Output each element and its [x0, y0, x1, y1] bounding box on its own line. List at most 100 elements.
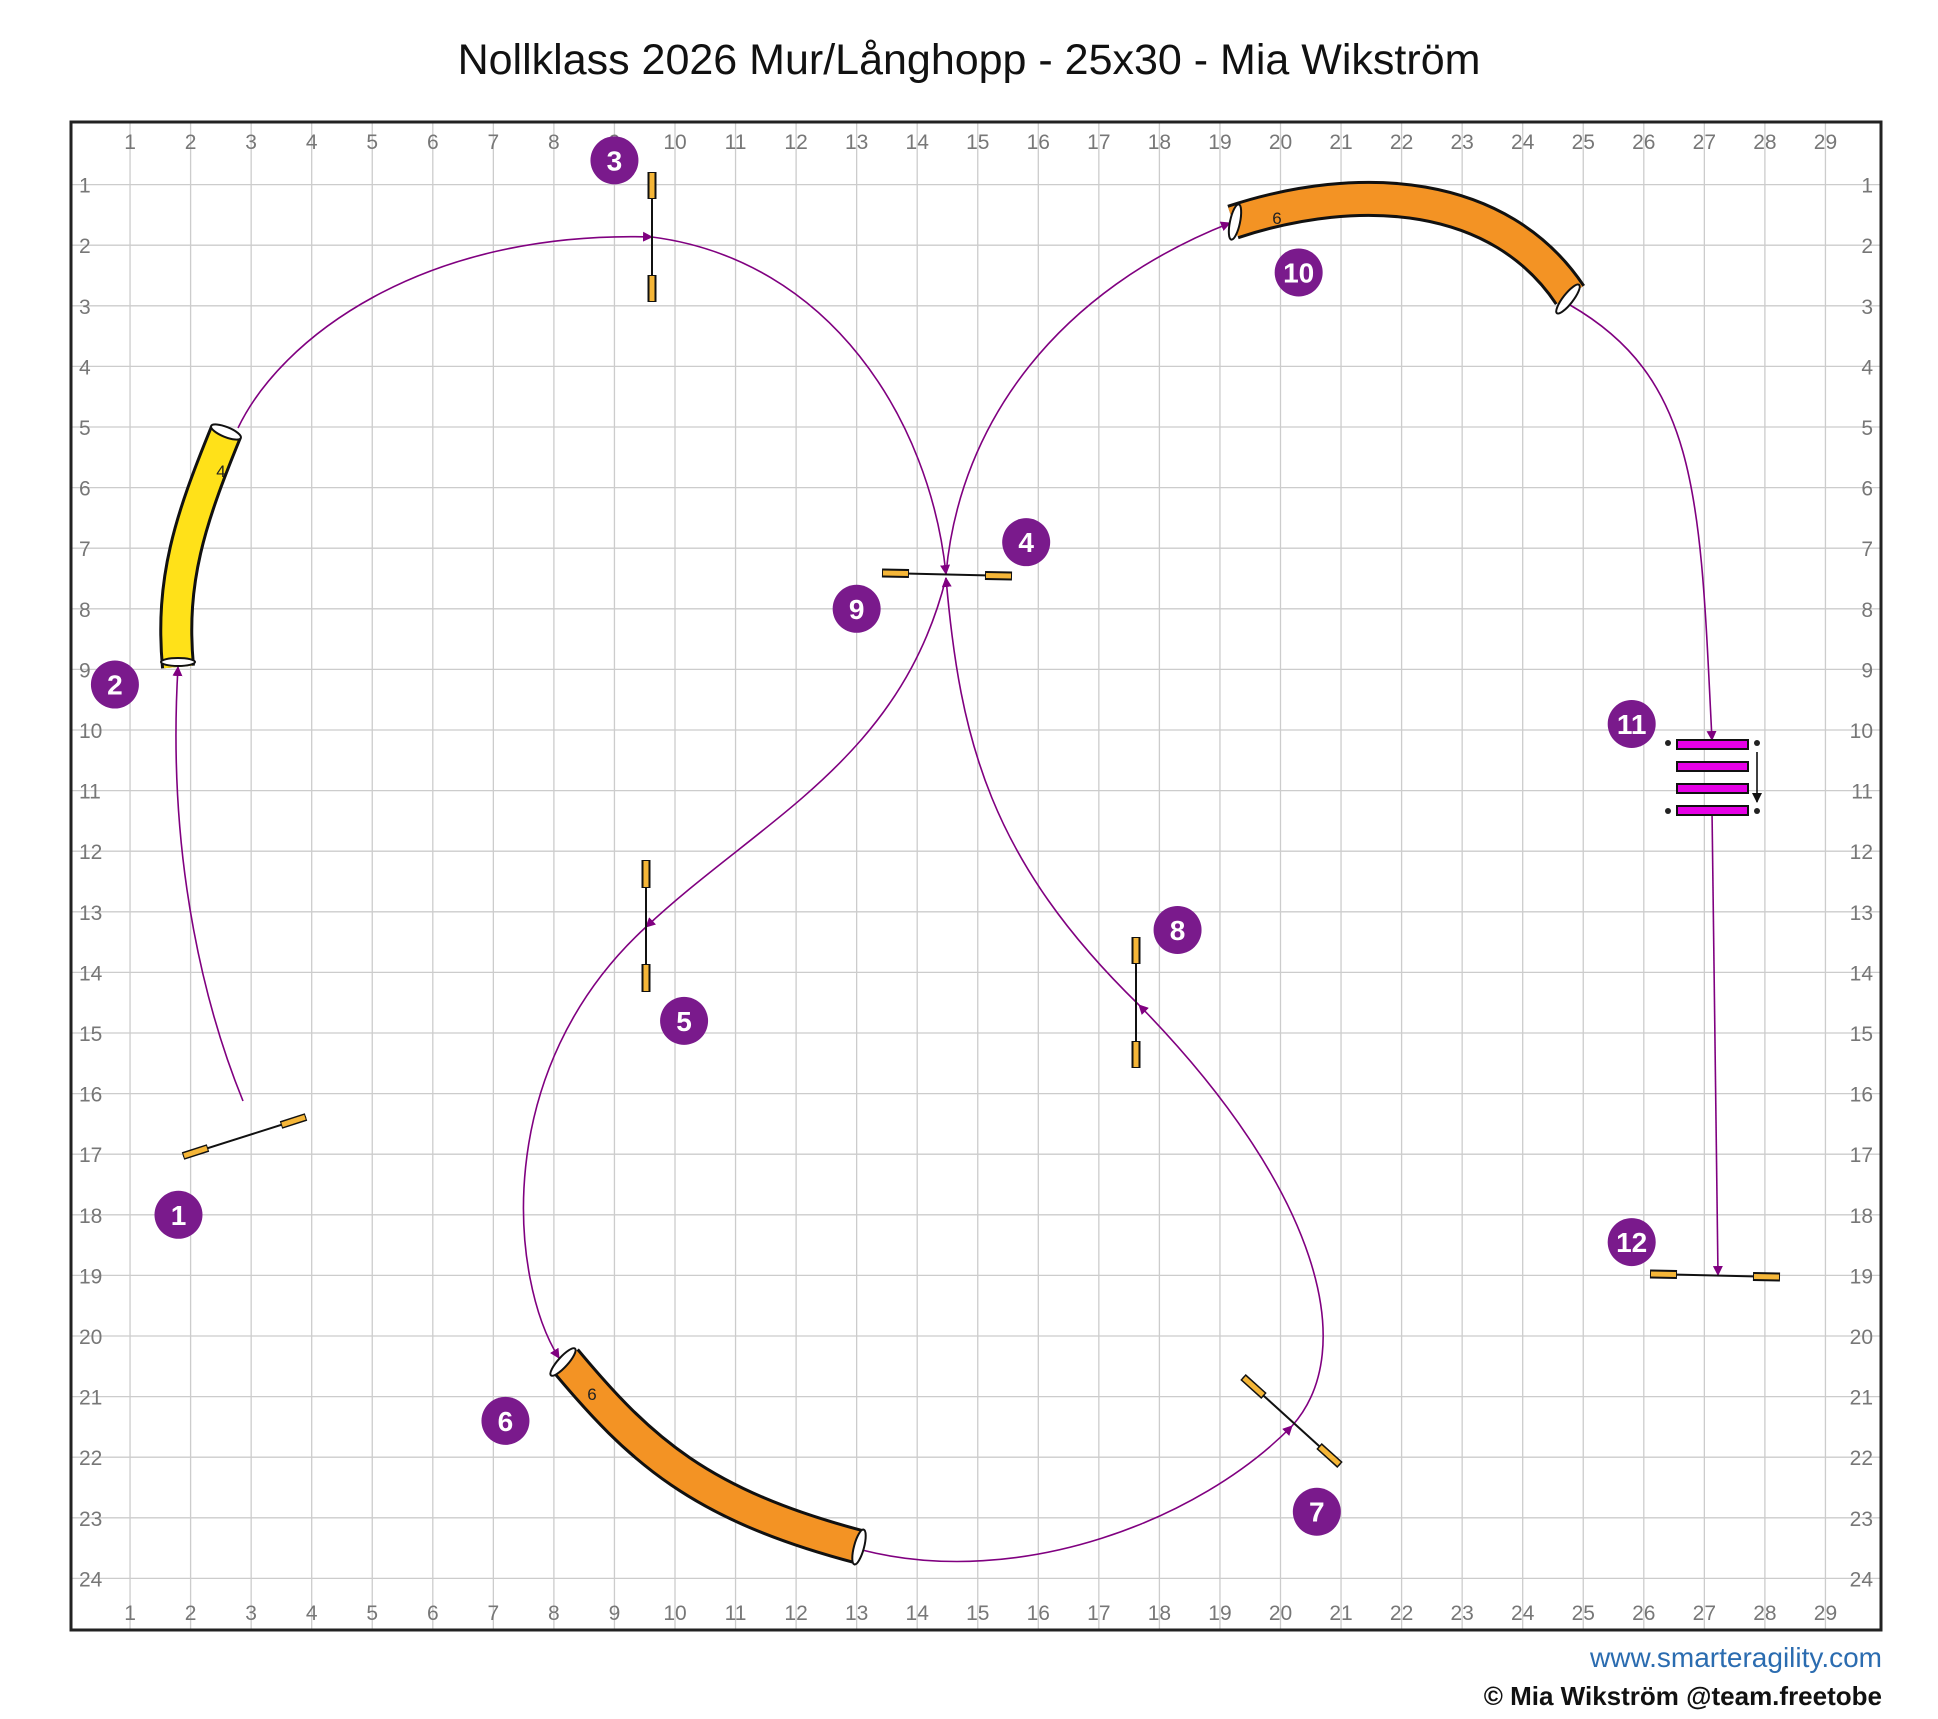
- x-axis-label-top: 29: [1814, 131, 1837, 154]
- x-axis-label-top: 25: [1572, 131, 1595, 154]
- x-axis-label-bottom: 5: [366, 1602, 378, 1625]
- x-axis-label-bottom: 20: [1269, 1602, 1292, 1625]
- y-axis-label-right: 21: [1850, 1387, 1873, 1410]
- x-axis-label-bottom: 22: [1390, 1602, 1413, 1625]
- obstacle-number-badge: 6: [481, 1396, 530, 1445]
- badge-number: 6: [498, 1406, 514, 1437]
- obstacle-number-badge: 10: [1274, 248, 1323, 297]
- obstacle-number-badge: 5: [660, 996, 709, 1045]
- y-axis-label-left: 20: [79, 1326, 102, 1349]
- y-axis-label-left: 8: [79, 599, 91, 622]
- badge-circle: [1292, 1487, 1341, 1536]
- x-axis-label-top: 2: [185, 131, 197, 154]
- obstacle-number-badge: 12: [1607, 1218, 1656, 1267]
- obstacle-number-badge: 11: [1607, 699, 1656, 748]
- x-axis-label-top: 28: [1753, 131, 1776, 154]
- y-axis-label-right: 15: [1850, 1023, 1873, 1046]
- tunnel-6: 6: [549, 1347, 867, 1566]
- obstacle-number-badge: 3: [590, 136, 639, 185]
- obstacle-number-badge: 7: [1292, 1487, 1341, 1536]
- y-axis-label-right: 4: [1861, 356, 1873, 379]
- x-axis-label-top: 27: [1693, 131, 1716, 154]
- obstacle-number-badge: 4: [1002, 518, 1051, 567]
- y-axis-label-left: 3: [79, 296, 91, 319]
- badge-circle: [1607, 699, 1656, 748]
- jump-1: [181, 1113, 308, 1160]
- y-axis-label-right: 22: [1850, 1447, 1873, 1470]
- x-axis-label-bottom: 28: [1753, 1602, 1776, 1625]
- badge-circle: [660, 996, 709, 1045]
- badge-number: 2: [107, 670, 123, 701]
- y-axis-label-left: 19: [79, 1265, 102, 1288]
- obstacle-number-badge: 9: [832, 584, 881, 633]
- course-border: [69, 120, 1883, 1632]
- y-axis-label-right: 10: [1850, 720, 1873, 743]
- x-axis-label-top: 15: [966, 131, 989, 154]
- x-axis-label-top: 13: [845, 131, 868, 154]
- x-axis-label-top: 24: [1511, 131, 1535, 154]
- y-axis-label-left: 2: [79, 235, 91, 258]
- x-axis-label-top: 21: [1329, 131, 1352, 154]
- badge-number: 5: [676, 1006, 692, 1037]
- x-axis-label-bottom: 14: [906, 1602, 930, 1625]
- x-axis-label-bottom: 27: [1693, 1602, 1716, 1625]
- y-axis-label-left: 6: [79, 478, 91, 501]
- y-axis-label-right: 13: [1850, 902, 1873, 925]
- y-axis-label-left: 12: [79, 841, 102, 864]
- x-axis-label-bottom: 6: [427, 1602, 439, 1625]
- x-axis-label-bottom: 2: [185, 1602, 197, 1625]
- badge-number: 3: [607, 145, 623, 176]
- jump-7: [1240, 1374, 1343, 1468]
- y-axis-label-left: 4: [79, 356, 91, 379]
- obstacle-number-badge: 2: [90, 660, 139, 709]
- path-segment-10-11: [1569, 304, 1717, 741]
- x-axis-label-top: 22: [1390, 131, 1413, 154]
- y-axis-label-left: 11: [79, 781, 101, 804]
- x-axis-label-bottom: 23: [1450, 1602, 1473, 1625]
- y-axis-label-right: 6: [1861, 478, 1873, 501]
- x-axis-label-bottom: 25: [1572, 1602, 1595, 1625]
- x-axis-label-bottom: 17: [1087, 1602, 1110, 1625]
- tunnel-10: 6: [1227, 180, 1585, 315]
- obstacle-number-badge: 1: [154, 1190, 203, 1239]
- x-axis-label-bottom: 18: [1148, 1602, 1171, 1625]
- x-axis-label-bottom: 13: [845, 1602, 868, 1625]
- y-axis-label-right: 20: [1850, 1326, 1873, 1349]
- x-axis-label-bottom: 8: [548, 1602, 560, 1625]
- badge-circle: [1607, 1218, 1656, 1267]
- badge-circle: [832, 584, 881, 633]
- y-axis-label-left: 23: [79, 1508, 102, 1531]
- y-axis-label-left: 7: [79, 538, 91, 561]
- jump-12: [1649, 1269, 1781, 1282]
- badge-number: 1: [171, 1200, 187, 1231]
- badge-number: 11: [1617, 709, 1647, 740]
- y-axis-label-left: 1: [79, 175, 91, 198]
- x-axis-label-top: 12: [784, 131, 807, 154]
- badge-number: 7: [1309, 1497, 1325, 1528]
- badge-circle: [1274, 248, 1323, 297]
- y-axis-label-right: 3: [1861, 296, 1873, 319]
- y-axis-label-left: 16: [79, 1084, 102, 1107]
- x-axis-label-bottom: 16: [1027, 1602, 1050, 1625]
- y-axis-label-right: 19: [1850, 1265, 1873, 1288]
- badge-number: 4: [1018, 527, 1034, 558]
- y-axis-label-right: 14: [1850, 962, 1874, 985]
- x-axis-label-bottom: 19: [1208, 1602, 1231, 1625]
- x-axis-label-bottom: 29: [1814, 1602, 1837, 1625]
- tunnel-2-label: 4: [216, 462, 225, 481]
- x-axis-label-top: 1: [124, 131, 136, 154]
- badge-circle: [481, 1396, 530, 1445]
- badge-circle: [90, 660, 139, 709]
- path-segment-7-8: [1138, 1004, 1324, 1427]
- y-axis-label-left: 13: [79, 902, 102, 925]
- website-link[interactable]: www.smarteragility.com: [1590, 1642, 1882, 1673]
- grid-lines: [71, 122, 1881, 1630]
- path-segment-4-5: [645, 577, 947, 928]
- y-axis-label-left: 22: [79, 1447, 102, 1470]
- x-axis-label-top: 17: [1087, 131, 1110, 154]
- x-axis-label-top: 26: [1632, 131, 1655, 154]
- x-axis-label-top: 7: [488, 131, 500, 154]
- y-axis-label-left: 9: [79, 659, 91, 682]
